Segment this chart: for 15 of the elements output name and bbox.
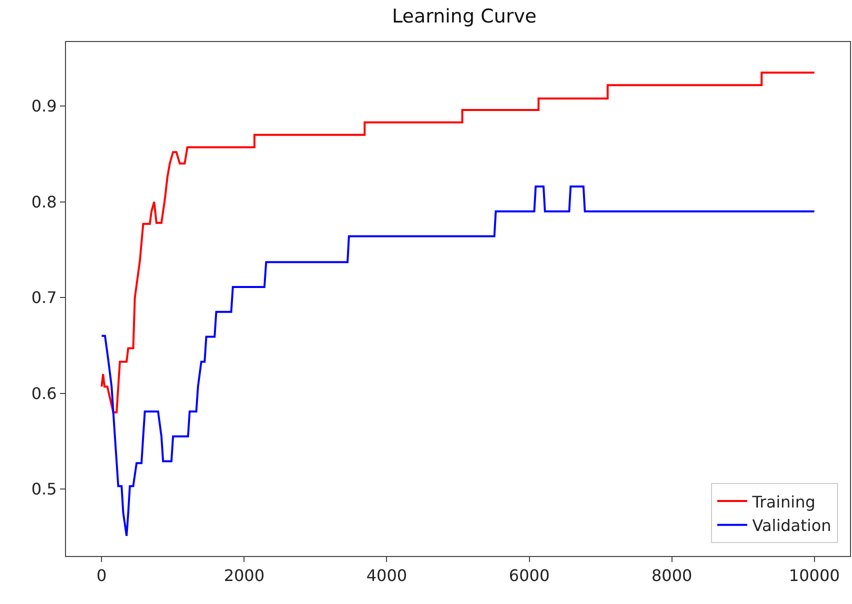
line-series <box>100 72 816 414</box>
x-tick-label: 2000 <box>224 566 265 586</box>
x-tick-label: 6000 <box>508 566 550 586</box>
y-tick-label: 0.6 <box>31 384 57 403</box>
y-tick-label: 0.7 <box>31 288 57 308</box>
y-tick-label: 0.5 <box>31 480 57 499</box>
y-tick-label: 0.9 <box>31 96 57 116</box>
x-tick-label: 8000 <box>651 566 692 586</box>
x-tick-label: 10000 <box>788 566 840 586</box>
y-tick-label: 0.8 <box>31 192 57 212</box>
chart-title: Learning Curve <box>392 5 537 28</box>
legend-label: Validation <box>752 516 832 536</box>
x-tick-label: 0 <box>96 566 107 586</box>
x-tick-label: 4000 <box>366 566 408 586</box>
legend-label: Training <box>751 492 816 512</box>
